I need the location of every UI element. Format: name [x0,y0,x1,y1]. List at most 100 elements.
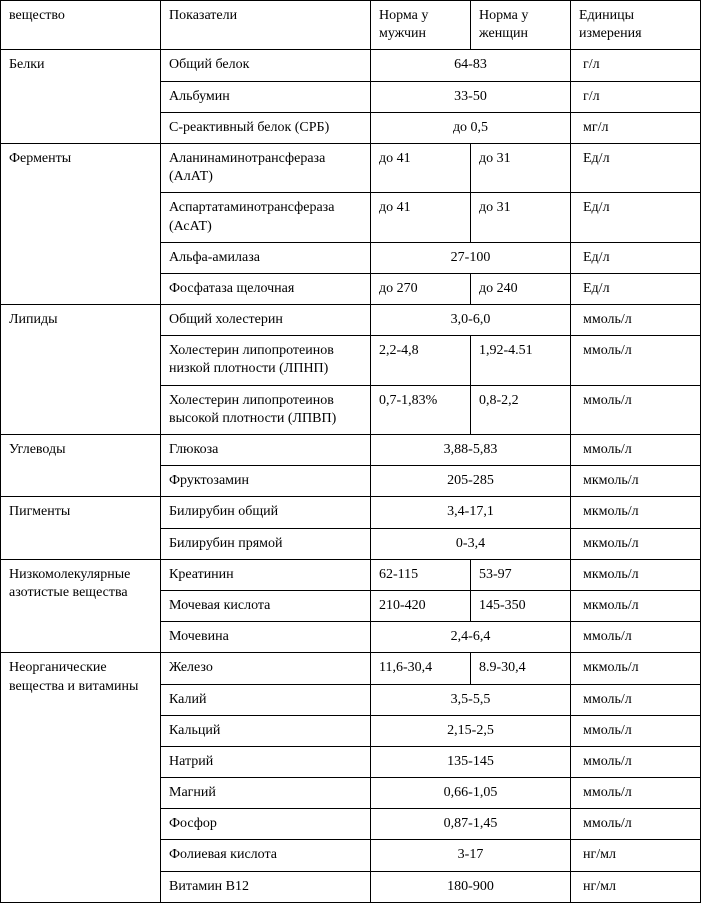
indicator-cell: Калий [161,684,371,715]
value-merged-cell: 2,4-6,4 [371,622,571,653]
value-women-cell: 1,92-4.51 [471,336,571,385]
units-cell: ммоль/л [571,715,701,746]
indicator-cell: Холестерин липопротеинов высокой плотнос… [161,385,371,434]
table-row: БелкиОбщий белок64-83г/л [1,50,701,81]
units-cell: мкмоль/л [571,497,701,528]
value-merged-cell: 64-83 [371,50,571,81]
indicator-cell: Холестерин липопротеинов низкой плотност… [161,336,371,385]
header-row: веществоПоказателиНорма у мужчинНорма у … [1,1,701,50]
indicator-cell: Витамин В12 [161,871,371,902]
indicator-cell: Альбумин [161,81,371,112]
value-merged-cell: 3,0-6,0 [371,305,571,336]
units-cell: нг/мл [571,871,701,902]
table-row: ЛипидыОбщий холестерин3,0-6,0ммоль/л [1,305,701,336]
value-merged-cell: 2,15-2,5 [371,715,571,746]
units-cell: нг/мл [571,840,701,871]
value-men-cell: до 270 [371,273,471,304]
indicator-cell: Глюкоза [161,435,371,466]
value-merged-cell: до 0,5 [371,112,571,143]
indicator-cell: Билирубин прямой [161,528,371,559]
units-cell: г/л [571,50,701,81]
group-name: Неорганические вещества и витамины [1,653,161,903]
units-cell: ммоль/л [571,684,701,715]
value-merged-cell: 205-285 [371,466,571,497]
units-cell: мкмоль/л [571,466,701,497]
value-women-cell: 0,8-2,2 [471,385,571,434]
table-row: УглеводыГлюкоза3,88-5,83ммоль/л [1,435,701,466]
value-men-cell: до 41 [371,193,471,242]
indicator-cell: Аланинаминотрансфераза (АлАТ) [161,143,371,192]
value-merged-cell: 3,5-5,5 [371,684,571,715]
value-women-cell: 8.9-30,4 [471,653,571,684]
value-merged-cell: 27-100 [371,242,571,273]
indicator-cell: Натрий [161,746,371,777]
column-header: Единицы измерения [571,1,701,50]
table-row: ПигментыБилирубин общий3,4-17,1мкмоль/л [1,497,701,528]
indicator-cell: Альфа-амилаза [161,242,371,273]
indicator-cell: Общий белок [161,50,371,81]
group-name: Ферменты [1,143,161,304]
value-men-cell: 11,6-30,4 [371,653,471,684]
units-cell: ммоль/л [571,746,701,777]
indicator-cell: Аспартатаминотрансфераза (АсАТ) [161,193,371,242]
column-header: вещество [1,1,161,50]
value-men-cell: 62-115 [371,559,471,590]
units-cell: мкмоль/л [571,528,701,559]
indicator-cell: Общий холестерин [161,305,371,336]
table-row: ФерментыАланинаминотрансфераза (АлАТ)до … [1,143,701,192]
value-women-cell: до 240 [471,273,571,304]
value-merged-cell: 3,88-5,83 [371,435,571,466]
units-cell: ммоль/л [571,622,701,653]
indicator-cell: Магний [161,778,371,809]
value-men-cell: 0,7-1,83% [371,385,471,434]
group-name: Липиды [1,305,161,435]
column-header: Показатели [161,1,371,50]
indicator-cell: Фруктозамин [161,466,371,497]
table-row: Неорганические вещества и витаминыЖелезо… [1,653,701,684]
indicator-cell: Креатинин [161,559,371,590]
indicator-cell: С-реактивный белок (СРБ) [161,112,371,143]
value-merged-cell: 0,87-1,45 [371,809,571,840]
value-men-cell: 210-420 [371,590,471,621]
units-cell: ммоль/л [571,336,701,385]
group-name: Низкомолекулярные азотистые вещества [1,559,161,653]
units-cell: мкмоль/л [571,653,701,684]
units-cell: мкмоль/л [571,559,701,590]
value-merged-cell: 3-17 [371,840,571,871]
units-cell: Ед/л [571,143,701,192]
value-merged-cell: 180-900 [371,871,571,902]
value-merged-cell: 3,4-17,1 [371,497,571,528]
value-men-cell: до 41 [371,143,471,192]
value-men-cell: 2,2-4,8 [371,336,471,385]
indicator-cell: Мочевина [161,622,371,653]
table-row: Низкомолекулярные азотистые веществаКреа… [1,559,701,590]
value-merged-cell: 0,66-1,05 [371,778,571,809]
group-name: Углеводы [1,435,161,497]
group-name: Белки [1,50,161,144]
units-cell: ммоль/л [571,435,701,466]
column-header: Норма у женщин [471,1,571,50]
column-header: Норма у мужчин [371,1,471,50]
units-cell: г/л [571,81,701,112]
indicator-cell: Кальций [161,715,371,746]
units-cell: Ед/л [571,273,701,304]
units-cell: ммоль/л [571,778,701,809]
value-merged-cell: 0-3,4 [371,528,571,559]
value-women-cell: 145-350 [471,590,571,621]
units-cell: мкмоль/л [571,590,701,621]
indicator-cell: Фолиевая кислота [161,840,371,871]
value-women-cell: до 31 [471,143,571,192]
indicator-cell: Фосфор [161,809,371,840]
value-women-cell: 53-97 [471,559,571,590]
value-women-cell: до 31 [471,193,571,242]
units-cell: ммоль/л [571,305,701,336]
group-name: Пигменты [1,497,161,559]
value-merged-cell: 33-50 [371,81,571,112]
indicator-cell: Железо [161,653,371,684]
indicator-cell: Мочевая кислота [161,590,371,621]
indicator-cell: Фосфатаза щелочная [161,273,371,304]
units-cell: мг/л [571,112,701,143]
units-cell: Ед/л [571,193,701,242]
units-cell: Ед/л [571,242,701,273]
units-cell: ммоль/л [571,385,701,434]
